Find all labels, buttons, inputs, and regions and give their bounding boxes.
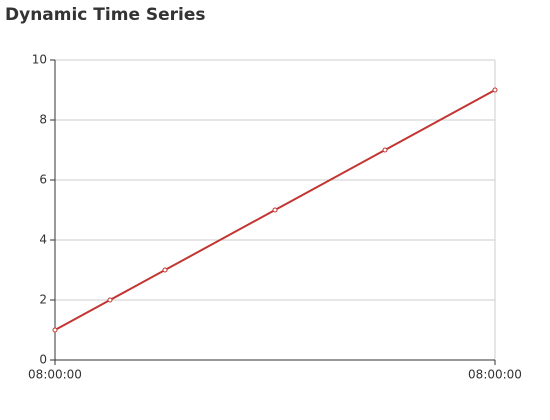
chart-title: Dynamic Time Series [5, 5, 206, 25]
y-tick-label: 10 [32, 53, 47, 67]
x-tick-label: 08:00:00 [28, 368, 82, 382]
line [54, 89, 496, 331]
y-tick-label: 4 [39, 233, 47, 247]
point [492, 87, 498, 93]
point [52, 327, 58, 333]
y-tick-label: 0 [39, 353, 47, 367]
y-tick-label: 8 [39, 113, 47, 127]
point [272, 207, 278, 213]
point [107, 297, 113, 303]
y-tick-label: 6 [39, 173, 47, 187]
x-tick-label: 08:00:00 [468, 368, 522, 382]
point [162, 267, 168, 273]
y-tick-label: 2 [39, 293, 47, 307]
point [382, 147, 388, 153]
